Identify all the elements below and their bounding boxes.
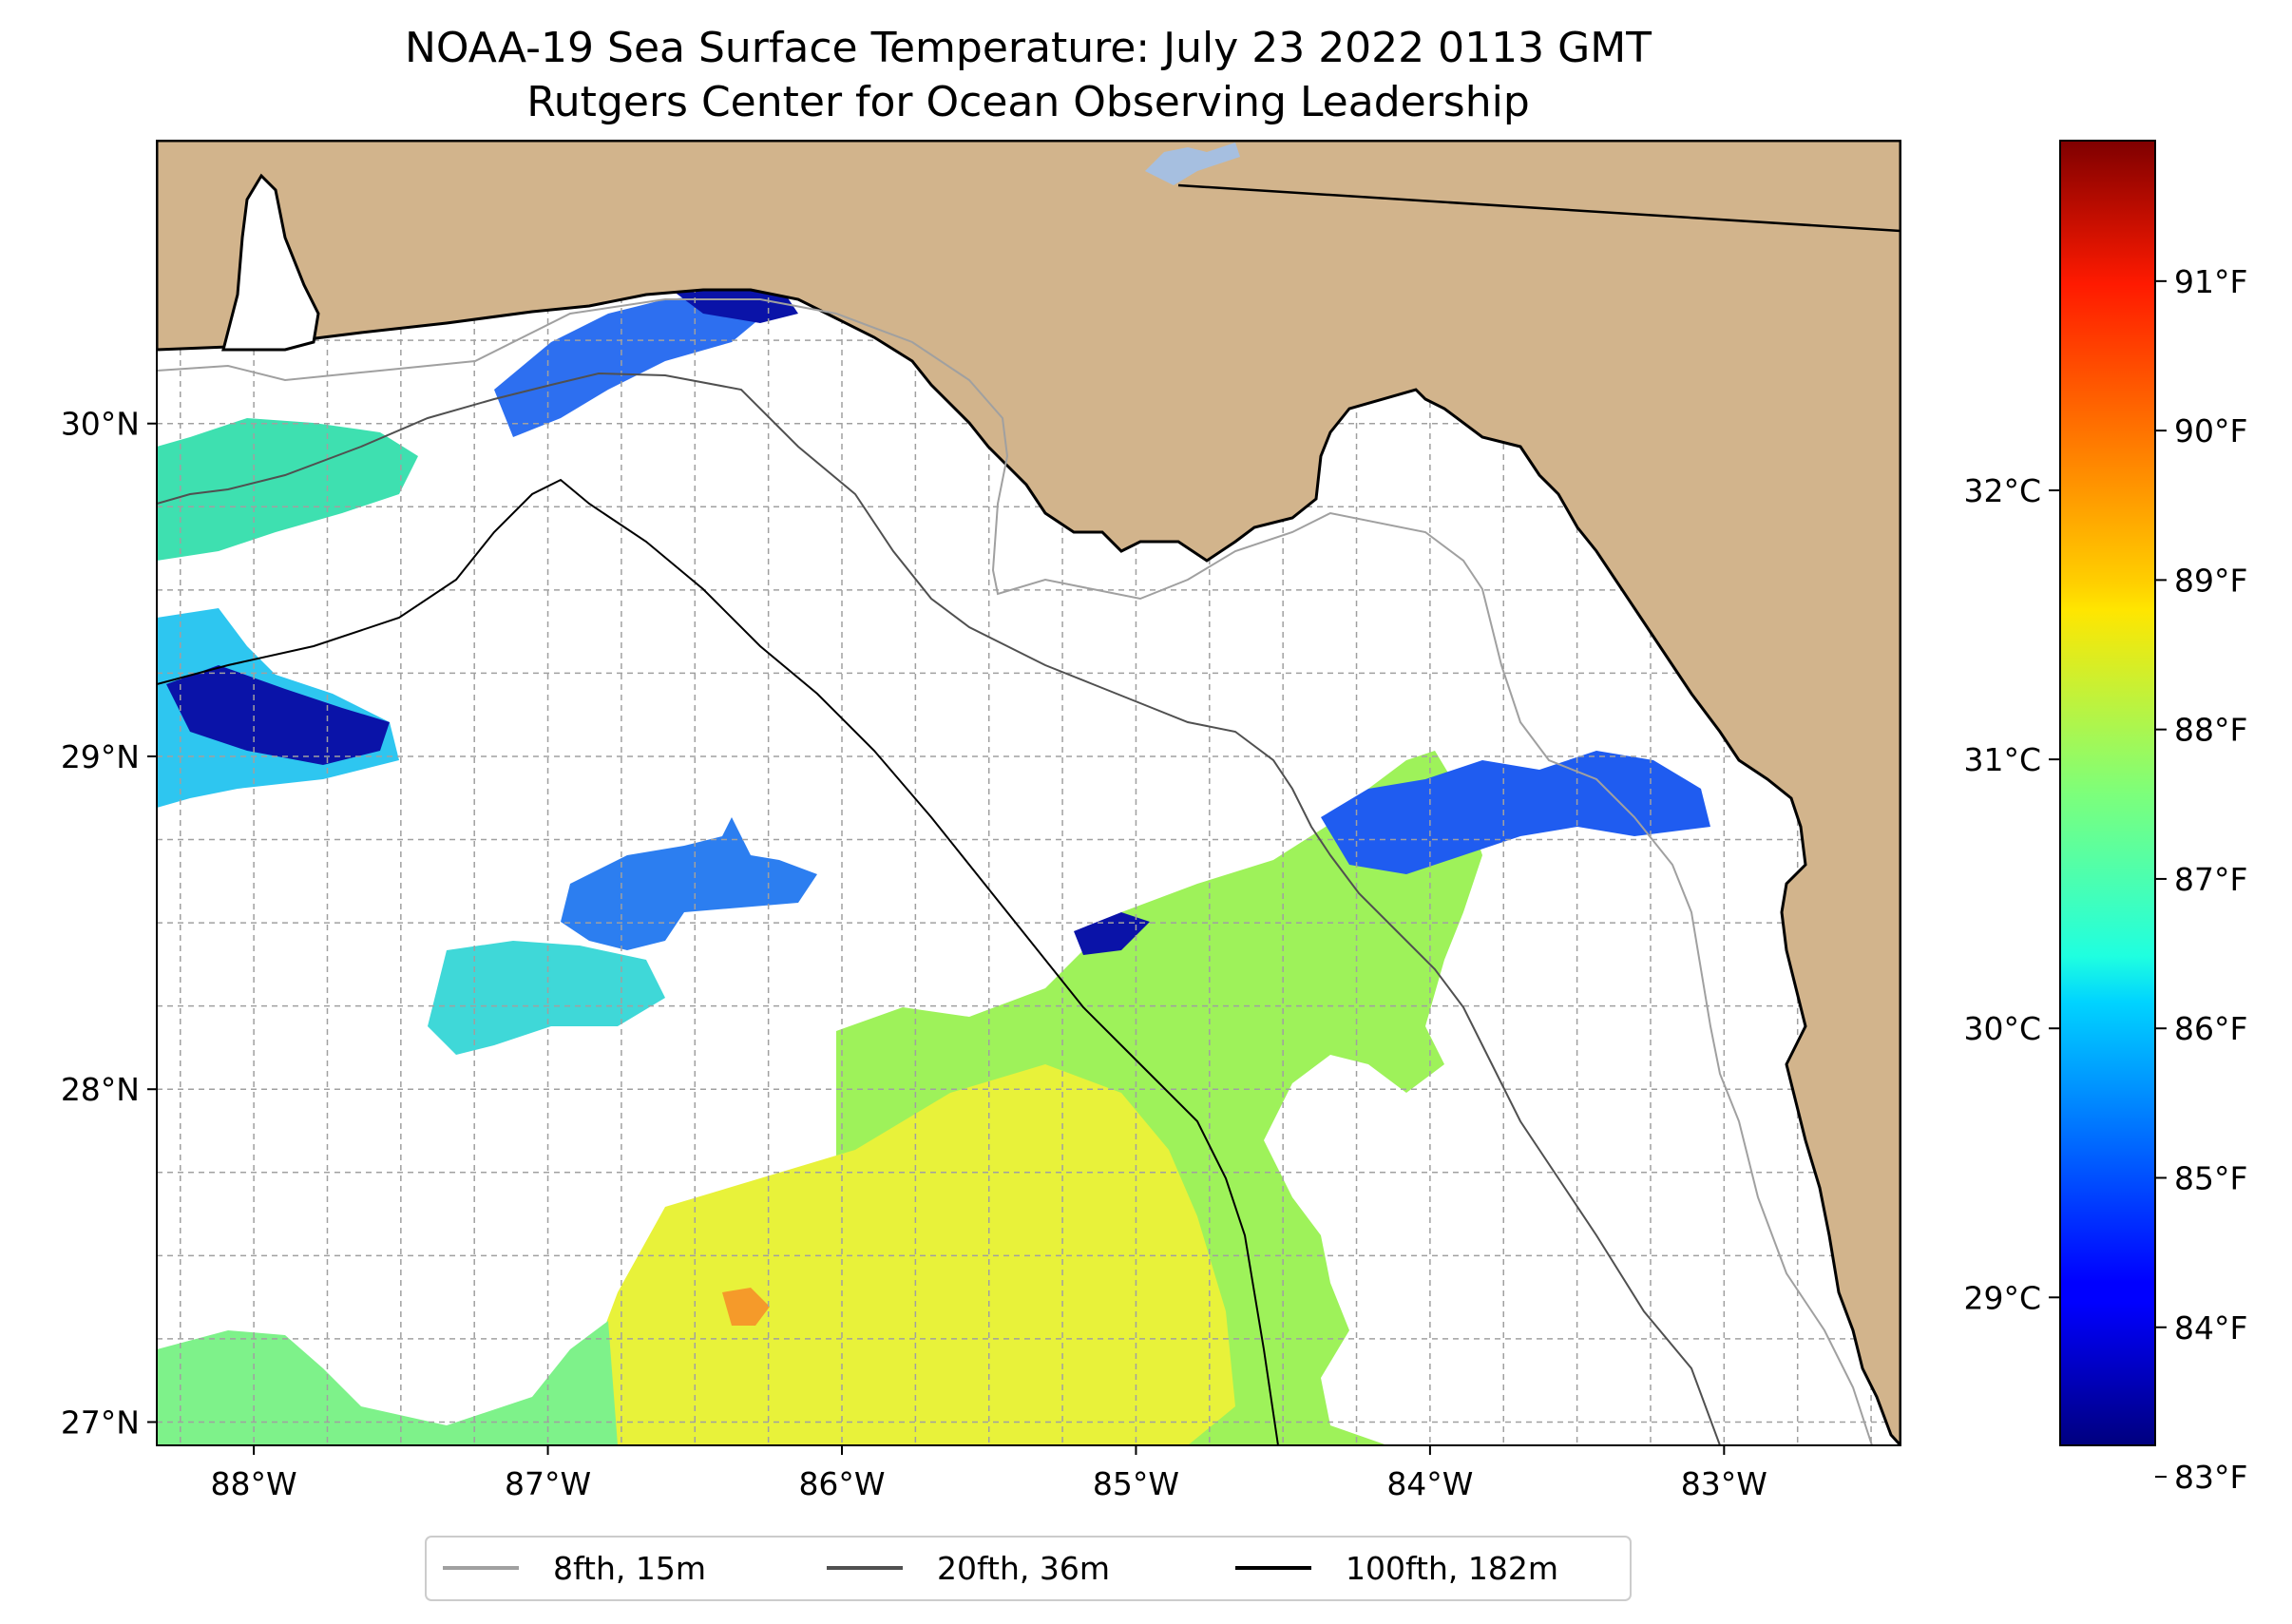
sst-patch-north-coast	[494, 295, 760, 437]
y-tick-label: 30°N	[61, 406, 140, 443]
colorbar-celsius-label: 29°C	[1963, 1279, 2041, 1316]
colorbar: 29°C 30°C 31°C 32°C 83°F 84°F 85°F 86°F 87°F 88°F…	[1963, 140, 2247, 1496]
x-tick-label: 87°W	[505, 1465, 591, 1502]
x-tick-label: 84°W	[1386, 1465, 1473, 1502]
legend-item: 20fth, 36m	[827, 1550, 1110, 1587]
mobile-bay	[221, 173, 320, 352]
colorbar-fahrenheit-label: 86°F	[2174, 1010, 2247, 1047]
legend-label-20fth: 20fth, 36m	[937, 1550, 1110, 1587]
land-mass	[157, 141, 1900, 1445]
map-title-line-1: NOAA-19 Sea Surface Temperature: July 23…	[405, 24, 1652, 72]
contour-20fth	[157, 372, 1721, 1445]
colorbar-celsius-label: 32°C	[1963, 472, 2041, 509]
lake	[1145, 143, 1240, 185]
x-tick-label: 83°W	[1681, 1465, 1767, 1502]
legend-label-100fth: 100fth, 182m	[1346, 1550, 1558, 1587]
colorbar-fahrenheit-label: 89°F	[2174, 562, 2247, 599]
legend-frame	[425, 1536, 1632, 1601]
map-panel: 88°W 87°W 86°W 85°W 84°W 83°W 27°N 28°N 29°N 30°N	[61, 140, 1901, 1502]
y-tick-label: 29°N	[61, 738, 140, 775]
legend: 8fth, 15m 20fth, 36m 100fth, 182m	[425, 1536, 1632, 1601]
contour-8fth	[157, 298, 1873, 1445]
legend-item: 8fth, 15m	[443, 1550, 706, 1587]
contour-100fth	[157, 478, 1279, 1445]
sst-patch-central-blue	[561, 817, 817, 950]
y-tick-label: 28°N	[61, 1071, 140, 1108]
map-ticks: 88°W 87°W 86°W 85°W 84°W 83°W 27°N 28°N 29°N 30°N	[61, 406, 1767, 1502]
colorbar-fahrenheit-label: 90°F	[2174, 412, 2247, 449]
map-title-line-2: Rutgers Center for Ocean Observing Leade…	[526, 78, 1530, 126]
legend-label-8fth: 8fth, 15m	[553, 1550, 706, 1587]
x-tick-label: 85°W	[1093, 1465, 1179, 1502]
colorbar-fahrenheit-label: 83°F	[2174, 1459, 2247, 1496]
sst-patch-south-green	[157, 1321, 618, 1445]
colorbar-celsius-label: 30°C	[1963, 1010, 2041, 1047]
sst-patch-west-coast	[157, 418, 418, 561]
colorbar-fahrenheit-label: 85°F	[2174, 1159, 2247, 1196]
colorbar-ticks: 29°C 30°C 31°C 32°C 83°F 84°F 85°F 86°F 87°F 88°F…	[1963, 263, 2247, 1496]
colorbar-fahrenheit-label: 91°F	[2174, 263, 2247, 300]
sst-patch-pocket-red	[722, 1288, 770, 1326]
colorbar-gradient	[2059, 140, 2156, 1446]
state-boundary	[1177, 183, 1900, 233]
colorbar-fahrenheit-label: 84°F	[2174, 1309, 2247, 1347]
colorbar-celsius-label: 31°C	[1963, 741, 2041, 778]
map-frame	[156, 140, 1901, 1446]
sst-patch-dark-edge-2	[166, 665, 390, 765]
colorbar-fahrenheit-label: 87°F	[2174, 861, 2247, 898]
x-tick-label: 86°W	[798, 1465, 885, 1502]
y-tick-label: 27°N	[61, 1404, 140, 1441]
sst-patch-central-cyan	[428, 941, 665, 1055]
colorbar-fahrenheit-label: 88°F	[2174, 712, 2247, 749]
sst-patch-southeast-yellow	[589, 1064, 1235, 1445]
legend-item: 100fth, 182m	[1235, 1550, 1558, 1587]
x-tick-label: 88°W	[211, 1465, 297, 1502]
sst-patch-northeast-blue	[1321, 751, 1710, 874]
sst-data-layer	[157, 276, 1710, 1445]
